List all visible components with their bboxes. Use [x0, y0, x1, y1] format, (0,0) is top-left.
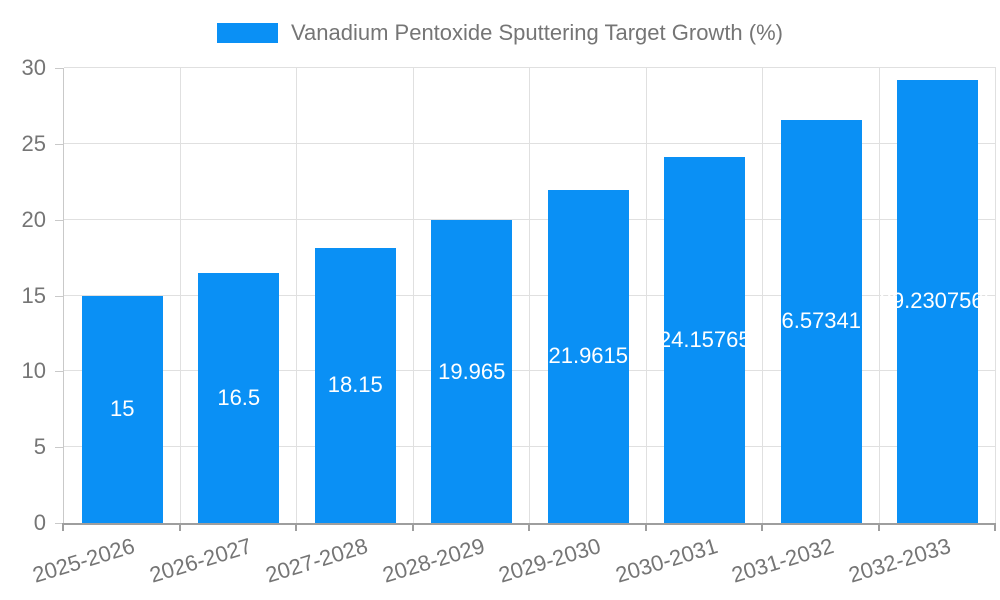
bar-value-label: 18.15: [327, 372, 383, 398]
h-gridline: [64, 370, 996, 372]
bar: [897, 79, 979, 523]
bar-value-label: 26.573415: [769, 308, 874, 334]
bar-value-label: 19.965: [438, 358, 506, 384]
bar: [314, 247, 396, 523]
bar-value-label: 21.9615: [548, 343, 629, 369]
y-axis-tick: [55, 447, 63, 449]
bar: [780, 119, 862, 523]
y-axis-tick: [55, 219, 63, 221]
h-gridline: [64, 142, 996, 144]
y-tick-label: 0: [33, 510, 46, 535]
v-gridline: [296, 68, 297, 523]
v-gridline: [645, 68, 647, 523]
h-gridline: [64, 218, 996, 220]
y-tick-label: 10: [21, 358, 46, 384]
legend-swatch: [216, 23, 278, 43]
bar-value-label: 29.2307565: [879, 288, 996, 314]
bar: [664, 156, 746, 523]
h-gridline: [64, 446, 996, 448]
y-axis-tick: [55, 523, 63, 524]
y-axis-tick: [55, 68, 63, 69]
bar: [198, 272, 280, 523]
bar: [81, 295, 163, 523]
h-gridline: [64, 294, 996, 296]
x-tick-label: 2029-2030: [495, 533, 604, 588]
bar-value-label: 16.5: [217, 384, 261, 410]
y-tick-label: 20: [21, 206, 46, 232]
x-tick-label: 2030-2031: [612, 533, 721, 588]
bar: [431, 220, 513, 523]
v-gridline: [529, 68, 530, 523]
x-tick-label: 2027-2028: [262, 533, 371, 588]
y-axis-tick: [55, 143, 63, 145]
y-axis-tick: [55, 371, 63, 373]
v-gridline: [762, 68, 763, 523]
x-tick-label: 2028-2029: [379, 533, 488, 588]
bar-value-label: 15: [110, 396, 135, 422]
x-tick-label: 2026-2027: [146, 533, 255, 588]
x-tick-label: 2032-2033: [845, 533, 954, 588]
y-tick-label: 5: [33, 434, 46, 460]
bar-value-label: 24.15765: [658, 326, 751, 352]
bar: [547, 189, 629, 523]
v-gridline: [995, 68, 996, 523]
legend-label: Vanadium Pentoxide Sputtering Target Gro…: [290, 20, 783, 45]
v-gridline: [412, 68, 414, 523]
y-axis-tick: [55, 295, 63, 297]
v-gridline: [878, 68, 880, 523]
y-tick-label: 15: [21, 282, 46, 308]
x-tick-label: 2031-2032: [728, 533, 837, 588]
h-gridline: [64, 67, 996, 68]
chart-legend: Vanadium Pentoxide Sputtering Target Gro…: [0, 17, 1000, 49]
v-gridline: [179, 68, 181, 523]
y-tick-label: 25: [21, 130, 46, 156]
y-tick-label: 30: [21, 55, 46, 80]
plot-area: 15 16.5 18.15 19.965 21.9615 24.15765 26.57341…: [63, 67, 996, 525]
x-tick-label: 2025-2026: [29, 533, 138, 588]
